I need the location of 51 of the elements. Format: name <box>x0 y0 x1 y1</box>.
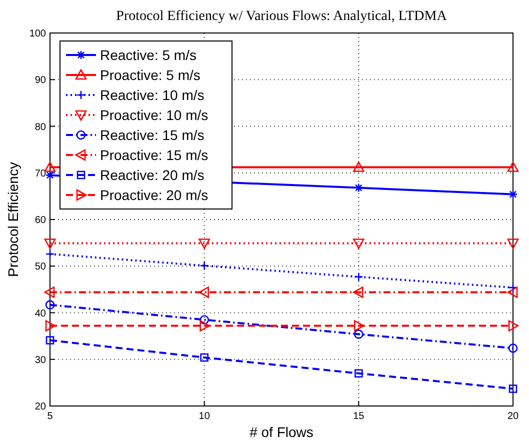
legend-label: Reactive: 5 m/s <box>100 47 196 63</box>
x-tick-label: 5 <box>47 411 54 422</box>
x-tick-label: 15 <box>353 411 365 422</box>
y-tick-label: 70 <box>34 168 46 180</box>
legend-label: Proactive: 15 m/s <box>100 147 208 163</box>
point <box>353 238 364 249</box>
point <box>354 183 364 192</box>
x-axis-title: # of Flows <box>250 424 314 440</box>
point <box>198 238 210 249</box>
point <box>353 286 364 298</box>
point <box>46 336 54 344</box>
point <box>508 384 518 393</box>
point <box>44 162 56 172</box>
legend-label: Proactive: 20 m/s <box>100 187 208 203</box>
y-tick-label: 30 <box>34 354 46 366</box>
point <box>45 170 55 180</box>
point <box>354 320 364 332</box>
x-tick-label: 20 <box>507 411 519 422</box>
legend-label: Reactive: 15 m/s <box>100 127 204 143</box>
point <box>507 286 518 298</box>
point <box>45 320 56 332</box>
point <box>508 190 518 199</box>
legend-label: Reactive: 20 m/s <box>100 167 204 183</box>
point <box>44 286 55 298</box>
y-tick-label: 80 <box>34 122 46 133</box>
y-tick-label: 50 <box>34 262 46 273</box>
point <box>507 162 519 172</box>
point <box>200 320 210 332</box>
point <box>198 286 209 298</box>
legend-label: Proactive: 10 m/s <box>100 107 208 123</box>
point <box>508 320 519 332</box>
point <box>200 315 209 324</box>
point <box>353 162 364 172</box>
point <box>45 249 55 259</box>
point <box>507 238 519 249</box>
y-tick-label: 90 <box>34 75 46 86</box>
y-tick-label: 20 <box>34 402 46 412</box>
y-tick-label: 100 <box>29 28 46 40</box>
y-tick-label: 40 <box>34 308 46 320</box>
point <box>354 330 364 339</box>
point <box>45 300 55 310</box>
chart-title: Protocol Efficiency w/ Various Flows: Analytical, LTDMA <box>116 9 448 24</box>
legend-label: Proactive: 5 m/s <box>100 67 200 83</box>
x-tick-label: 10 <box>198 411 210 422</box>
point <box>354 369 363 378</box>
legend-label: Reactive: 10 m/s <box>100 87 204 103</box>
y-axis-title: Protocol Efficiency <box>5 162 21 277</box>
y-tick-label: 60 <box>34 215 46 226</box>
point <box>508 344 518 353</box>
point <box>200 353 208 362</box>
point <box>44 238 56 249</box>
